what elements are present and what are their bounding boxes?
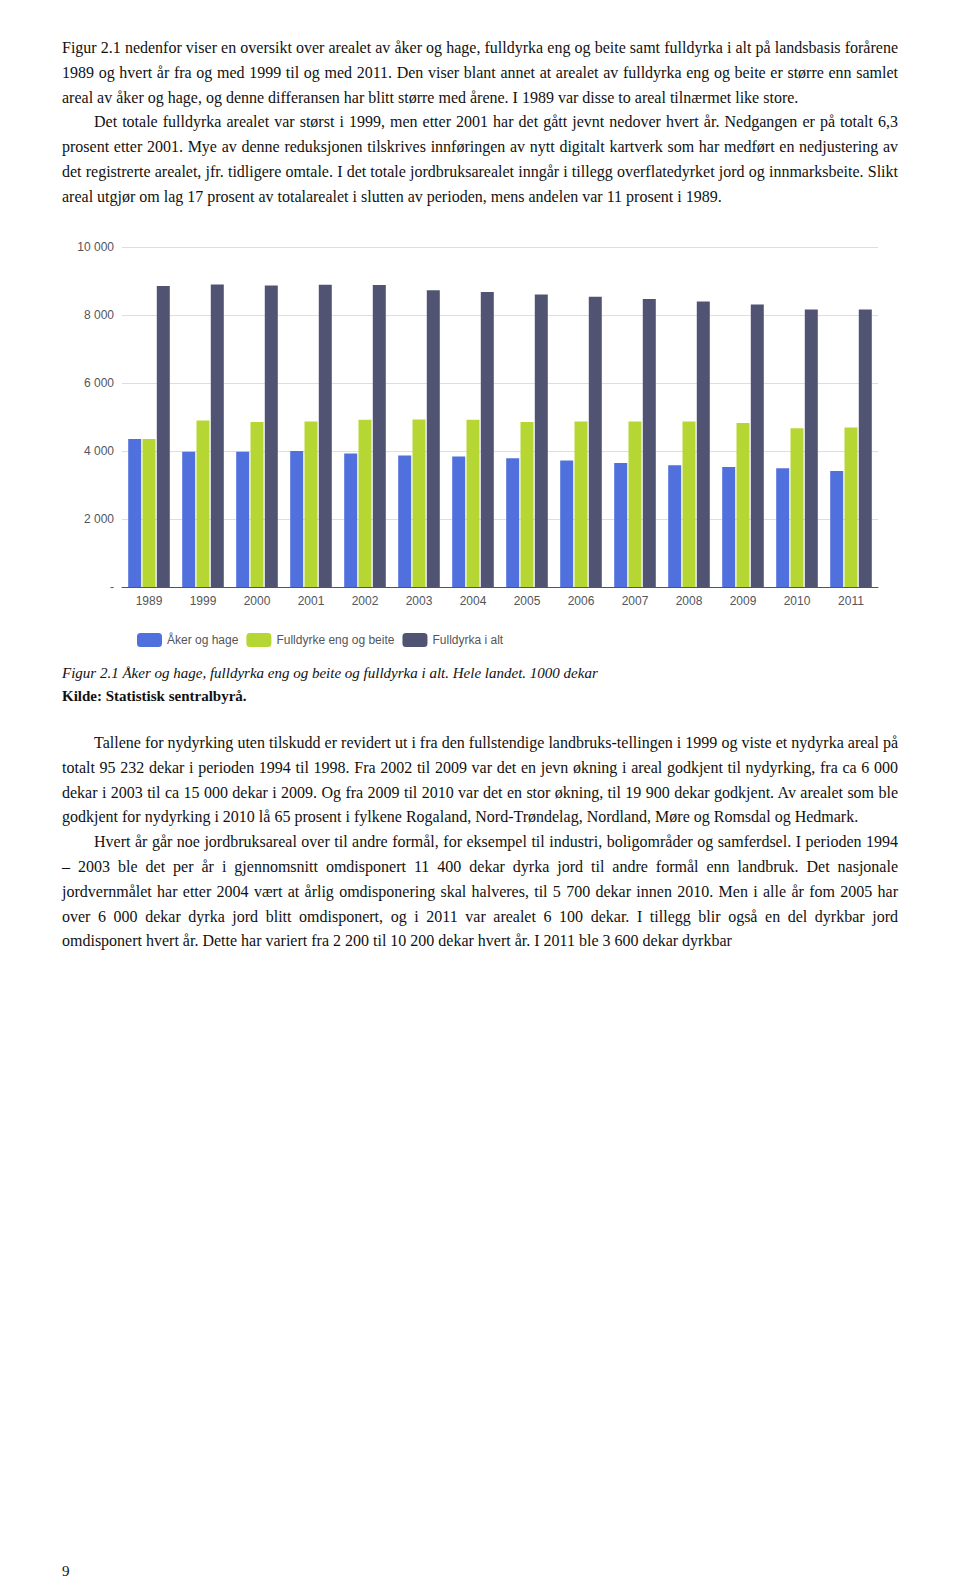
html-text:9: 9 (62, 1563, 70, 1579)
svg-text:1999: 1999 (190, 594, 217, 608)
svg-text:8 000: 8 000 (84, 308, 114, 322)
svg-text:2001: 2001 (298, 594, 325, 608)
svg-text:-: - (110, 580, 114, 594)
svg-text:2009: 2009 (730, 594, 757, 608)
svg-text:6 000: 6 000 (84, 376, 114, 390)
svg-text:2002: 2002 (352, 594, 379, 608)
svg-text:2006: 2006 (568, 594, 595, 608)
svg-text:2 000: 2 000 (84, 512, 114, 526)
svg-text:2010: 2010 (784, 594, 811, 608)
html-text:Kilde: Statistisk sentralbyrå.: Kilde: Statistisk sentralbyrå. (62, 688, 247, 705)
svg-text:2005: 2005 (514, 594, 541, 608)
svg-text:Fulldyrke eng og beite: Fulldyrke eng og beite (276, 633, 394, 647)
svg-text:2004: 2004 (460, 594, 487, 608)
html-text:Figur 2.1 nedenfor viser en ov: Figur 2.1 nedenfor viser en oversikt ove… (62, 39, 898, 106)
svg-text:2007: 2007 (622, 594, 649, 608)
svg-text:2011: 2011 (838, 594, 864, 608)
html-text:Tallene for nydyrking uten til: Tallene for nydyrking uten tilskudd er r… (62, 734, 898, 826)
svg-text:Fulldyrka i alt: Fulldyrka i alt (432, 633, 503, 647)
svg-text:2003: 2003 (406, 594, 433, 608)
html-text:Figur 2.1 Åker og hage, fulldy: Figur 2.1 Åker og hage, fulldyrka eng og… (62, 664, 598, 681)
svg-text:2008: 2008 (676, 594, 703, 608)
svg-text:Åker og hage: Åker og hage (167, 632, 239, 647)
svg-text:10 000: 10 000 (77, 240, 114, 254)
svg-text:1989: 1989 (136, 594, 163, 608)
html-text:Det totale fulldyrka arealet v: Det totale fulldyrka arealet var størst … (62, 113, 898, 205)
svg-text:2000: 2000 (244, 594, 271, 608)
html-text:Hvert år går noe jordbruksarea: Hvert år går noe jordbruksareal over til… (62, 833, 898, 950)
svg-text:4 000: 4 000 (84, 444, 114, 458)
